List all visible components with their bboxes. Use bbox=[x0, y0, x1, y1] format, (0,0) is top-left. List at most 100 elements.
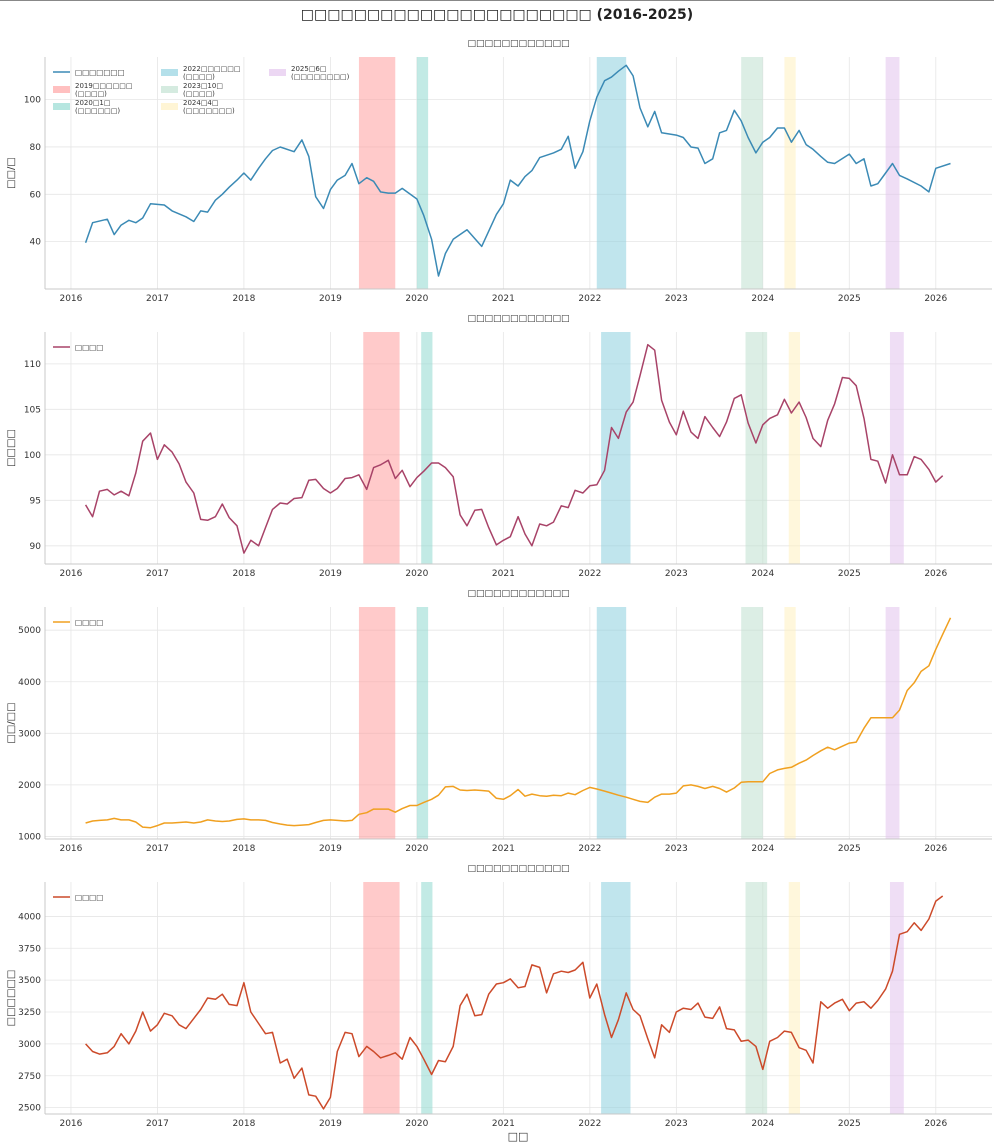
plot-area bbox=[45, 57, 992, 289]
data-point bbox=[128, 495, 130, 497]
event-band-4 bbox=[745, 332, 768, 564]
legend-patch-swatch bbox=[53, 86, 70, 93]
x-tick-label: 2019 bbox=[319, 294, 342, 304]
data-point bbox=[509, 536, 511, 538]
y-tick-label: 80 bbox=[30, 143, 42, 153]
data-point bbox=[358, 474, 360, 476]
data-point bbox=[99, 820, 101, 822]
data-point bbox=[265, 158, 267, 160]
data-point bbox=[474, 1015, 476, 1017]
data-point bbox=[509, 179, 511, 181]
data-point bbox=[330, 819, 332, 821]
legend-label-sub: (□□□□) bbox=[183, 73, 215, 81]
data-point bbox=[344, 175, 346, 177]
data-point bbox=[740, 394, 742, 396]
data-point bbox=[85, 504, 87, 506]
data-point bbox=[171, 210, 173, 212]
data-point bbox=[416, 1046, 418, 1048]
data-point bbox=[582, 492, 584, 494]
subplot-title: □□□□□□□□□□□□ bbox=[467, 864, 569, 874]
data-point bbox=[106, 489, 108, 491]
data-point bbox=[690, 784, 692, 786]
data-point bbox=[661, 399, 663, 401]
data-point bbox=[236, 525, 238, 527]
data-point bbox=[755, 1046, 757, 1048]
data-point bbox=[784, 768, 786, 770]
x-tick-label: 2023 bbox=[665, 569, 688, 579]
data-point bbox=[777, 414, 779, 416]
x-tick-label: 2016 bbox=[59, 1119, 82, 1129]
data-point bbox=[726, 130, 728, 132]
data-point bbox=[647, 344, 649, 346]
x-tick-label: 2019 bbox=[319, 569, 342, 579]
data-point bbox=[92, 820, 94, 822]
data-point bbox=[827, 746, 829, 748]
data-point bbox=[531, 793, 533, 795]
data-point bbox=[560, 795, 562, 797]
data-point bbox=[236, 1005, 238, 1007]
data-point bbox=[438, 275, 440, 277]
x-tick-label: 2018 bbox=[232, 1119, 255, 1129]
data-point bbox=[265, 527, 267, 529]
data-point bbox=[762, 781, 764, 783]
event-band-6 bbox=[889, 882, 904, 1114]
data-point bbox=[920, 459, 922, 461]
data-point bbox=[596, 484, 598, 486]
data-point bbox=[423, 215, 425, 217]
event-band-5 bbox=[788, 332, 801, 564]
data-point bbox=[387, 1055, 389, 1057]
data-point bbox=[250, 179, 252, 181]
data-point bbox=[762, 424, 764, 426]
data-point bbox=[401, 188, 403, 190]
event-band-6 bbox=[885, 57, 900, 289]
data-point bbox=[445, 467, 447, 469]
data-point bbox=[834, 1002, 836, 1004]
data-point bbox=[185, 481, 187, 483]
data-point bbox=[812, 1062, 814, 1064]
data-point bbox=[330, 492, 332, 494]
data-point bbox=[719, 132, 721, 134]
y-tick-label: 40 bbox=[30, 238, 42, 248]
data-point bbox=[589, 787, 591, 789]
data-point bbox=[336, 1051, 338, 1053]
data-point bbox=[848, 1010, 850, 1012]
x-tick-label: 2025 bbox=[838, 569, 861, 579]
y-tick-label: 3500 bbox=[18, 976, 41, 986]
data-point bbox=[265, 820, 267, 822]
data-point bbox=[150, 1030, 152, 1032]
data-point bbox=[675, 792, 677, 794]
event-band-5 bbox=[788, 882, 801, 1114]
data-point bbox=[193, 221, 195, 223]
data-point bbox=[509, 978, 511, 980]
data-point bbox=[171, 1015, 173, 1017]
data-point bbox=[647, 802, 649, 804]
data-point bbox=[877, 183, 879, 185]
data-point bbox=[106, 218, 108, 220]
data-point bbox=[150, 432, 152, 434]
legend-label-sub: (□□□□□□□) bbox=[183, 107, 235, 115]
data-point bbox=[791, 1032, 793, 1034]
data-point bbox=[791, 141, 793, 143]
data-point bbox=[906, 931, 908, 933]
data-point bbox=[466, 790, 468, 792]
data-point bbox=[812, 438, 814, 440]
x-tick-label: 2024 bbox=[751, 294, 774, 304]
data-point bbox=[661, 132, 663, 134]
data-point bbox=[358, 813, 360, 815]
data-point bbox=[712, 786, 714, 788]
event-band-3 bbox=[596, 607, 627, 839]
y-tick-label: 2500 bbox=[18, 1104, 41, 1114]
data-point bbox=[827, 419, 829, 421]
data-point bbox=[120, 490, 122, 492]
legend-label: 2019□□□□□□ bbox=[75, 82, 133, 90]
data-point bbox=[582, 151, 584, 153]
data-point bbox=[870, 459, 872, 461]
legend-patch-swatch bbox=[53, 103, 70, 110]
data-point bbox=[798, 401, 800, 403]
data-point bbox=[661, 1024, 663, 1026]
x-tick-label: 2020 bbox=[405, 1119, 428, 1129]
data-point bbox=[366, 489, 368, 491]
x-tick-label: 2019 bbox=[319, 844, 342, 854]
data-point bbox=[221, 193, 223, 195]
